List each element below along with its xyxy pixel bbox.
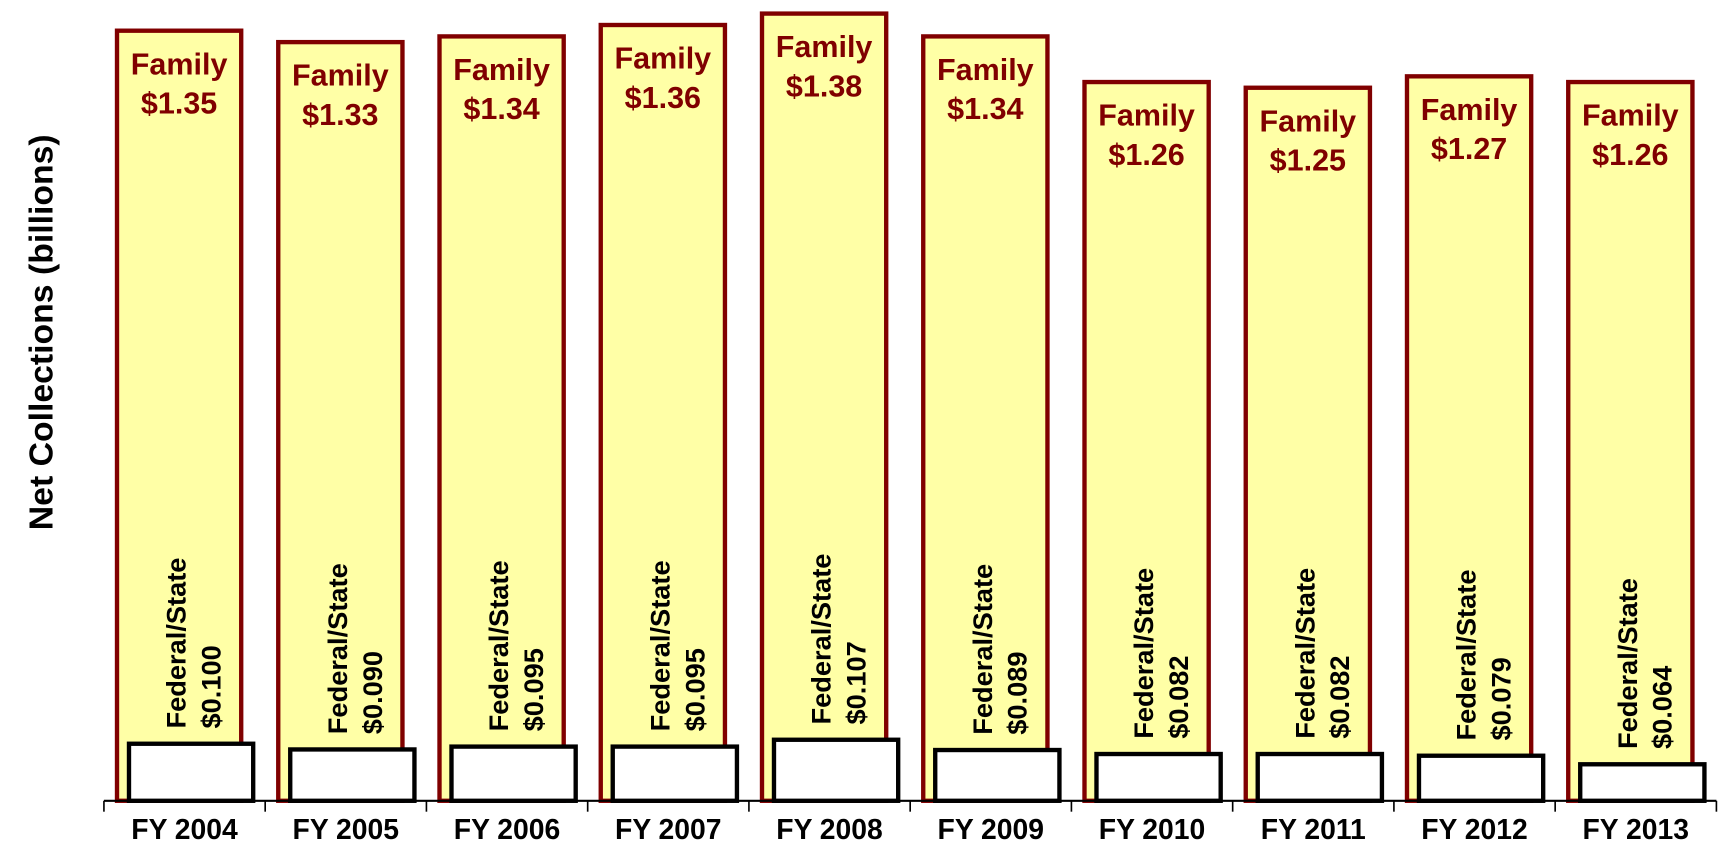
data-label: $1.38 [786, 69, 862, 103]
data-label: $1.35 [141, 87, 217, 121]
series-name-label: Family [776, 30, 873, 64]
family-bar [1566, 79, 1695, 803]
data-label: $1.34 [947, 92, 1023, 126]
series-name-label: Family [1421, 93, 1518, 127]
data-label: $0.107 [841, 641, 872, 724]
data-label: $0.090 [357, 651, 388, 734]
federal-bar [1578, 762, 1707, 803]
x-tick-label: FY 2010 [1099, 814, 1206, 846]
federal-bar [1255, 751, 1385, 803]
series-name-label: Family [292, 59, 389, 93]
federal-bar [933, 747, 1062, 803]
series-name-label: Family [937, 53, 1034, 87]
series-name-label: Federal/State [322, 563, 353, 734]
federal-bar [771, 737, 901, 803]
data-label: $0.064 [1647, 666, 1678, 749]
series-name-label: Family [131, 47, 228, 81]
x-tick-label: FY 2008 [776, 814, 883, 846]
family-bar [114, 28, 244, 803]
family-bar [598, 22, 728, 803]
family-bar [437, 34, 566, 803]
data-label: $0.089 [1002, 652, 1033, 735]
series-name-label: Federal/State [644, 560, 675, 731]
series-name-label: Federal/State [161, 558, 192, 729]
data-label: $1.26 [1108, 138, 1184, 172]
federal-bar [449, 744, 578, 803]
data-label: $1.27 [1431, 132, 1507, 166]
x-tick-label: FY 2009 [938, 814, 1045, 846]
series-name-label: Federal/State [1451, 570, 1482, 741]
data-label: $0.100 [196, 645, 227, 728]
series-name-label: Family [1098, 99, 1195, 133]
series-name-label: Family [1582, 99, 1679, 133]
x-tick-label: FY 2012 [1421, 814, 1528, 846]
data-label: $0.082 [1163, 655, 1194, 738]
data-label: $0.095 [518, 648, 549, 731]
data-label: $1.25 [1270, 144, 1346, 178]
data-label: $1.33 [302, 98, 378, 132]
family-bar [921, 34, 1050, 803]
x-tick-label: FY 2006 [454, 814, 561, 846]
federal-bar [288, 747, 417, 803]
series-name-label: Family [453, 53, 550, 87]
series-name-label: Family [615, 42, 712, 76]
x-tick-label: FY 2013 [1583, 814, 1690, 846]
y-axis-label: Net Collections (billions) [23, 134, 61, 530]
x-tick-label: FY 2004 [131, 814, 238, 846]
family-bar [1243, 85, 1373, 803]
data-label: $0.082 [1324, 655, 1355, 738]
data-label: $1.36 [625, 81, 701, 115]
x-tick-label: FY 2007 [615, 814, 722, 846]
series-name-label: Federal/State [483, 560, 514, 731]
series-name-label: Federal/State [967, 564, 998, 735]
federal-bar [126, 741, 256, 803]
x-tick-label: FY 2005 [293, 814, 400, 846]
data-label: $0.095 [679, 648, 710, 731]
series-name-label: Federal/State [806, 554, 837, 725]
federal-bar [610, 744, 740, 803]
x-tick-label: FY 2011 [1261, 814, 1366, 846]
family-bar [276, 39, 405, 803]
data-label: $1.26 [1592, 138, 1668, 172]
series-name-label: Federal/State [1612, 578, 1643, 749]
federal-bar [1416, 753, 1546, 803]
series-name-label: Federal/State [1128, 568, 1159, 739]
federal-bar [1094, 751, 1223, 803]
data-label: $0.079 [1485, 657, 1516, 740]
series-name-label: Family [1260, 104, 1357, 138]
series-name-label: Federal/State [1289, 568, 1320, 739]
data-label: $1.34 [463, 92, 539, 126]
